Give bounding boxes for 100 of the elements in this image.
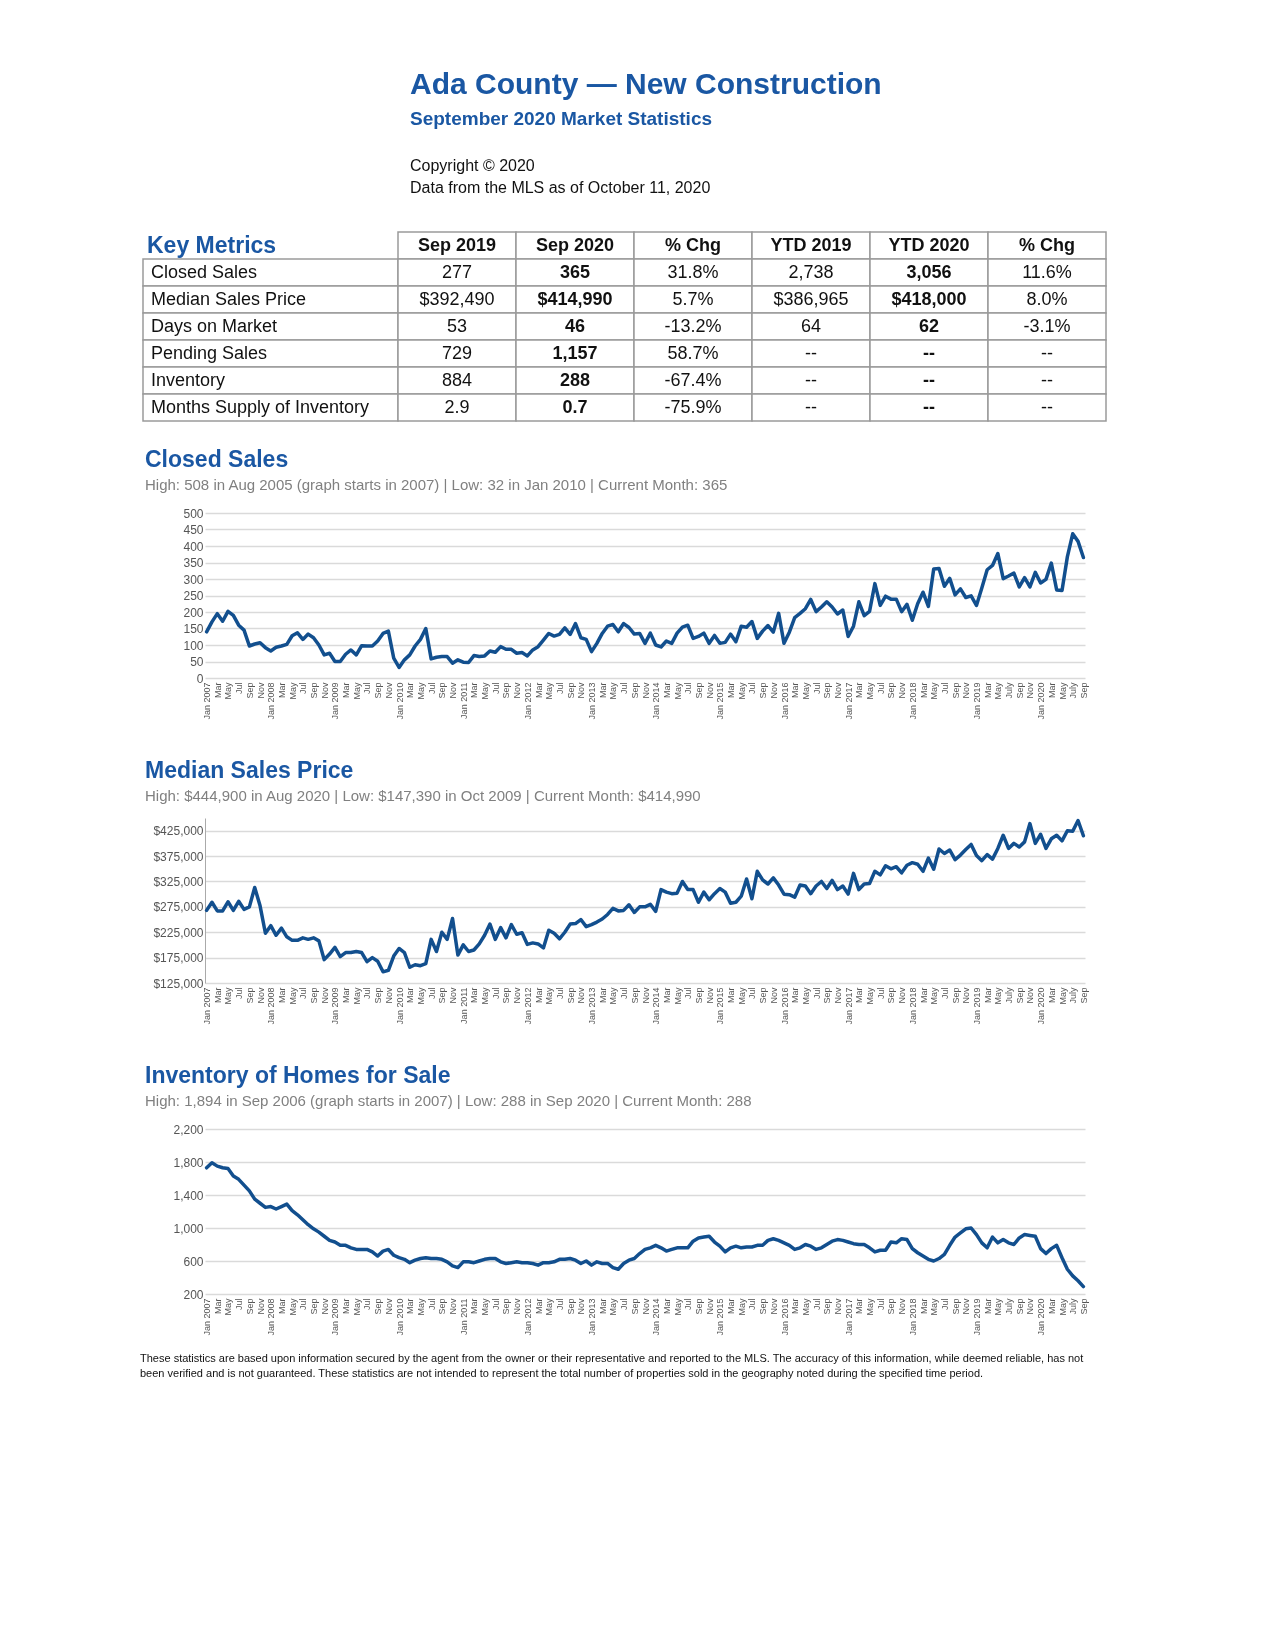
x-tick-label: July xyxy=(1004,682,1015,699)
x-tick-label: Jan 2018 xyxy=(907,987,918,1025)
text: 58.7% xyxy=(667,342,719,363)
x-tick-label: May xyxy=(993,682,1004,700)
x-tick-label: Sep xyxy=(629,682,640,699)
x-tick-label: Nov xyxy=(1025,682,1036,699)
x-tick-label: Sep xyxy=(950,1298,961,1315)
x-tick-label: Mar xyxy=(661,1298,672,1314)
x-tick-label: May xyxy=(223,987,234,1005)
x-tick-label: Mar xyxy=(405,682,416,698)
x-tick-label: Jan 2007 xyxy=(202,987,213,1025)
x-tick-label: July xyxy=(1004,1298,1015,1315)
x-tick-label: Nov xyxy=(961,987,972,1004)
x-tick-label: Jul xyxy=(683,1298,694,1311)
x-tick-label: Sep xyxy=(629,1298,640,1315)
x-tick-label: Nov xyxy=(832,987,843,1004)
x-tick-label: May xyxy=(672,987,683,1005)
x-tick-label: Jan 2018 xyxy=(907,682,918,720)
x-tick-label: Jul xyxy=(362,987,373,1000)
x-tick-label: Jul xyxy=(234,1298,245,1311)
x-tick-label: May xyxy=(544,987,555,1005)
x-tick-label: Jan 2009 xyxy=(330,1298,341,1336)
x-tick-label: July xyxy=(1068,987,1079,1004)
chart-subtitle: High: $444,900 in Aug 2020 | Low: $147,390 in Oct 2009 | Current Month: $414,990 xyxy=(145,787,701,804)
x-tick-label: May xyxy=(1057,1298,1068,1316)
text: Copyright © 2020 xyxy=(410,157,535,174)
line-series xyxy=(204,818,1086,974)
x-tick-label: Jul xyxy=(490,682,501,695)
text: -- xyxy=(923,342,935,363)
x-tick-label: Jul xyxy=(875,682,886,695)
x-tick-label: May xyxy=(608,682,619,700)
x-tick-label: Jan 2007 xyxy=(202,1298,213,1336)
text: $414,990 xyxy=(537,288,613,309)
x-tick-label: May xyxy=(608,987,619,1005)
x-tick-label: July xyxy=(1068,1298,1079,1315)
x-tick-label: Mar xyxy=(341,987,352,1003)
x-tick-label: Sep xyxy=(501,987,512,1004)
y-tick-label: 300 xyxy=(183,572,204,587)
x-tick-label: Nov xyxy=(640,682,651,699)
x-tick-label: Sep xyxy=(693,1298,704,1315)
chart-title: Closed Sales xyxy=(145,446,289,472)
x-tick-label: Nov xyxy=(255,1298,266,1315)
text: 1,157 xyxy=(552,342,598,363)
text: 46 xyxy=(564,315,586,336)
x-tick-label: Mar xyxy=(341,682,352,698)
x-tick-label: Sep xyxy=(1014,1298,1025,1315)
x-tick-label: Jan 2018 xyxy=(907,1298,918,1336)
x-tick-label: Mar xyxy=(726,682,737,698)
x-tick-label: May xyxy=(415,682,426,700)
text: 729 xyxy=(441,342,473,363)
text: -13.2% xyxy=(664,315,722,336)
text: Data from the MLS as of October 11, 2020 xyxy=(410,179,711,196)
x-tick-label: May xyxy=(865,1298,876,1316)
text: These statistics are based upon information secured by the agent from the owner or their representative and reported to the MLS. The accuracy of this information, while deemed reliable, has not been verified and is not guaranteed. These statistics are not intended to represent the total number of properties sold in the geography noted during the specified time period. xyxy=(140,1351,1085,1381)
x-tick-label: Nov xyxy=(448,987,459,1004)
x-tick-label: May xyxy=(800,987,811,1005)
x-tick-label: Sep xyxy=(244,987,255,1004)
x-tick-label: Sep xyxy=(437,1298,448,1315)
x-tick-label: Sep xyxy=(1014,682,1025,699)
x-tick-label: Sep xyxy=(244,1298,255,1315)
chart-subtitle: High: 508 in Aug 2005 (graph starts in 2007) | Low: 32 in Jan 2010 | Current Month: 365 xyxy=(145,476,728,493)
x-tick-label: Jan 2014 xyxy=(651,987,662,1025)
x-tick-label: May xyxy=(608,1298,619,1316)
x-tick-label: Jul xyxy=(747,987,758,1000)
x-tick-label: May xyxy=(1057,682,1068,700)
x-tick-label: Sep xyxy=(758,987,769,1004)
x-tick-label: Sep xyxy=(1078,987,1089,1004)
x-tick-label: Jul xyxy=(619,987,630,1000)
category-label: Median Sales Price xyxy=(151,288,307,309)
x-tick-label: Mar xyxy=(726,1298,737,1314)
x-tick-label: Jan 2020 xyxy=(1036,682,1047,720)
x-tick-label: Mar xyxy=(533,1298,544,1314)
x-tick-label: Jul xyxy=(939,682,950,695)
x-tick-label: Nov xyxy=(704,1298,715,1315)
x-tick-label: Sep xyxy=(822,987,833,1004)
x-tick-label: Jan 2015 xyxy=(715,987,726,1025)
x-tick-label: Nov xyxy=(832,682,843,699)
x-tick-label: Nov xyxy=(704,682,715,699)
x-tick-label: Jul xyxy=(811,682,822,695)
x-tick-label: Jan 2019 xyxy=(971,682,982,720)
x-tick-label: Mar xyxy=(982,682,993,698)
x-tick-label: May xyxy=(223,1298,234,1316)
x-tick-label: Jan 2007 xyxy=(202,682,213,720)
x-tick-label: Nov xyxy=(897,987,908,1004)
x-tick-label: May xyxy=(480,1298,491,1316)
x-tick-label: Mar xyxy=(918,682,929,698)
x-tick-label: Sep xyxy=(629,987,640,1004)
x-tick-label: Sep xyxy=(822,1298,833,1315)
x-tick-label: May xyxy=(351,682,362,700)
text: 2,738 xyxy=(788,261,834,282)
x-tick-label: Jan 2009 xyxy=(330,987,341,1025)
text: $418,000 xyxy=(891,288,967,309)
text: 277 xyxy=(441,261,473,282)
x-tick-label: Jan 2015 xyxy=(715,1298,726,1336)
x-tick-label: Jan 2017 xyxy=(843,682,854,720)
x-tick-label: Mar xyxy=(854,682,865,698)
x-tick-label: Mar xyxy=(982,987,993,1003)
x-tick-label: Mar xyxy=(661,682,672,698)
x-tick-label: May xyxy=(287,682,298,700)
x-tick-label: Nov xyxy=(383,987,394,1004)
